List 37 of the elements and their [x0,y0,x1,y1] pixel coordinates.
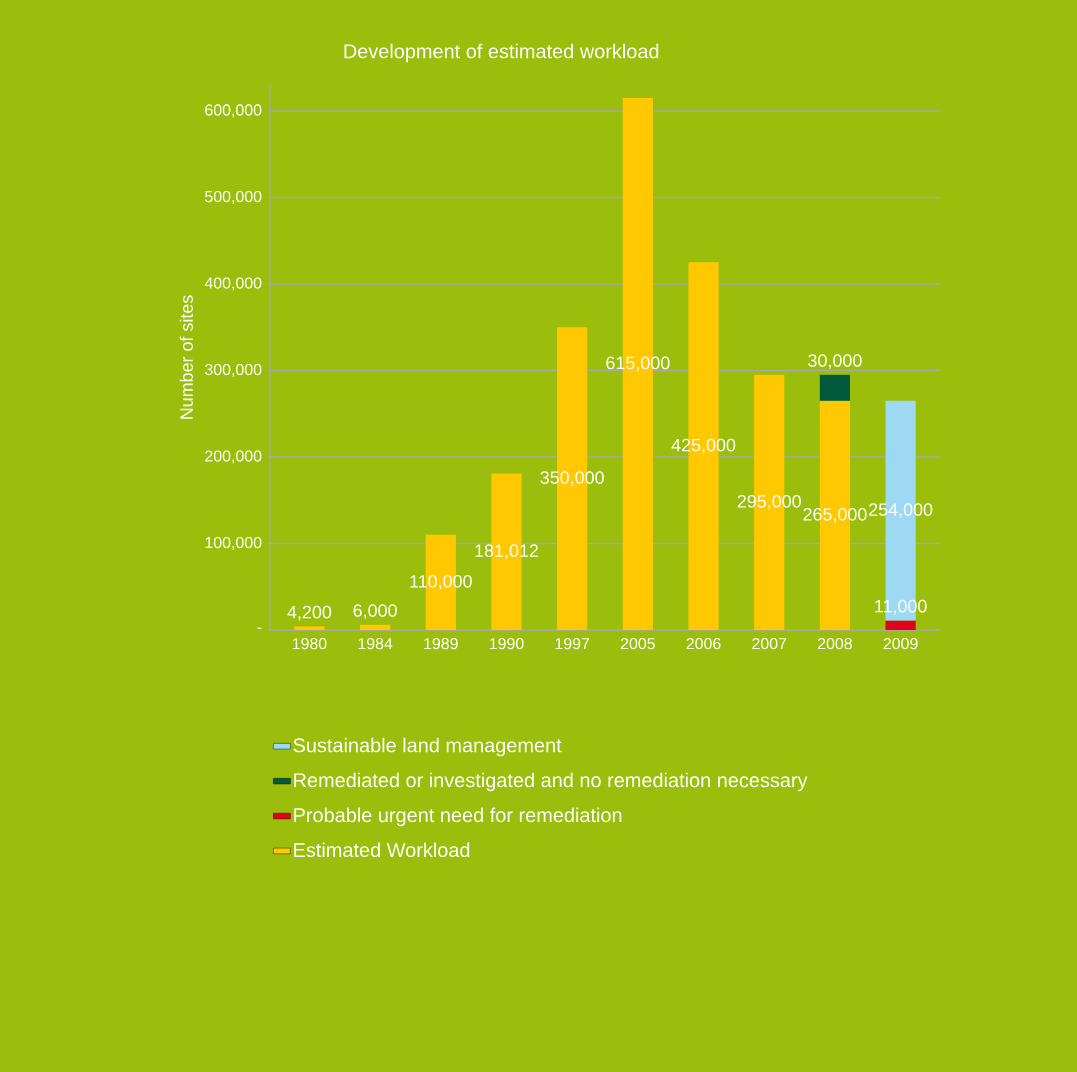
y-tick-label: 400,000 [204,277,262,291]
x-tick-label: 2009 [883,637,918,650]
data-label: 295,000 [737,494,801,510]
y-tick-label: 300,000 [205,363,262,378]
data-label: 110,000 [410,575,472,590]
data-label: 615,000 [606,356,670,372]
x-tick-label: 1990 [489,637,524,650]
data-label: 4,200 [287,605,332,621]
y-tick-label: 500,000 [205,190,262,205]
data-label: 265,000 [803,507,867,523]
x-tick-label: 2007 [752,637,787,650]
data-label: 6,000 [353,604,397,619]
data-label: 181,012 [475,544,538,560]
legend-label: Probable urgent need for remediation [294,807,622,827]
data-label: 350,000 [540,471,604,487]
bar [294,626,325,630]
data-label: 425,000 [671,438,736,454]
y-axis-title: Number of sites [179,295,193,419]
x-tick-label: 1980 [292,637,327,650]
y-tick-label: 600,000 [205,104,262,118]
y-tick-label: 200,000 [205,450,262,464]
x-tick-label: 1984 [358,637,393,650]
x-tick-label: 2006 [686,637,721,650]
bar [885,620,916,630]
x-tick-label: 1989 [424,637,458,650]
x-tick-label: 1997 [555,637,590,650]
legend-label: Sustainable land management [293,737,562,757]
legend-label: Estimated Workload [294,842,470,858]
chart-title: Development of estimated workload [344,43,659,63]
x-tick-label: 2005 [620,637,655,650]
x-tick-label: 2008 [817,637,852,650]
data-label: 30,000 [808,354,862,369]
bar [360,624,391,630]
y-tick-label: - [257,627,262,629]
bar [819,374,851,401]
y-tick-label: 100,000 [205,536,262,551]
legend-label: Remediated or investigated and no remediation necessary [294,772,808,792]
